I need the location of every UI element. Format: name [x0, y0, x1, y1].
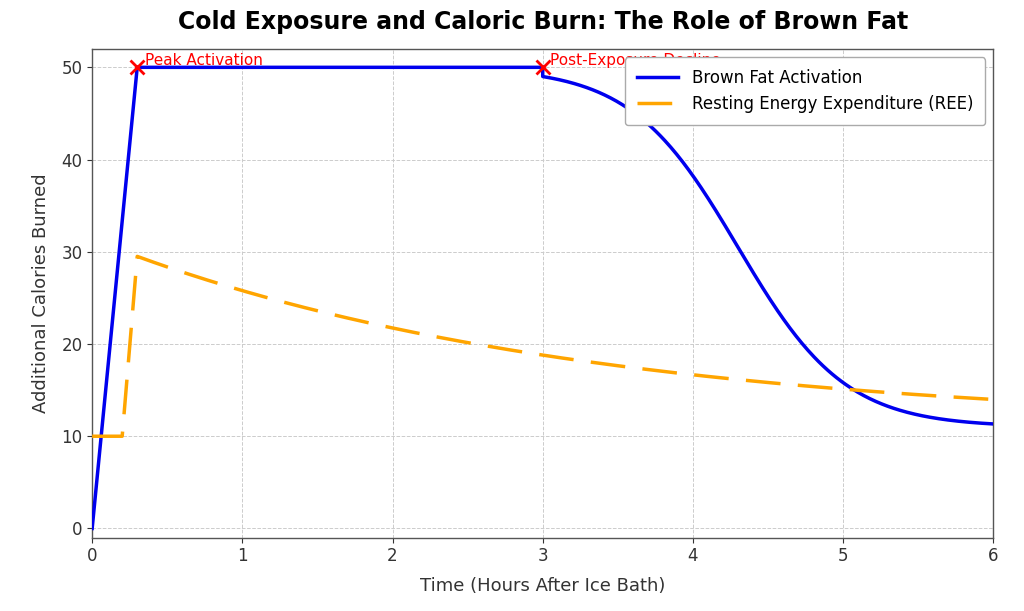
Title: Cold Exposure and Caloric Burn: The Role of Brown Fat: Cold Exposure and Caloric Burn: The Role…	[177, 10, 908, 34]
Resting Energy Expenditure (REE)	[374, 321, 386, 329]
Resting Energy Expenditure (REE)	[131, 253, 143, 260]
Resting Energy Expenditure (REE)	[139, 256, 152, 263]
Resting Energy Expenditure (REE)	[184, 271, 197, 279]
Brown Fat Activation	[93, 455, 105, 462]
X-axis label: Time (Hours After Ice Bath): Time (Hours After Ice Bath)	[420, 577, 666, 595]
Brown Fat Activation	[86, 525, 98, 532]
Brown Fat Activation	[516, 64, 528, 71]
Y-axis label: Additional Calories Burned: Additional Calories Burned	[32, 174, 50, 413]
Resting Energy Expenditure (REE)	[86, 433, 98, 440]
Brown Fat Activation	[856, 391, 868, 398]
Text: Peak Activation: Peak Activation	[144, 53, 262, 68]
Line: Resting Energy Expenditure (REE): Resting Energy Expenditure (REE)	[92, 257, 993, 436]
Text: Post-Exposure Decline: Post-Exposure Decline	[550, 53, 721, 68]
Brown Fat Activation	[669, 149, 681, 156]
Resting Energy Expenditure (REE)	[923, 392, 935, 399]
Brown Fat Activation	[131, 64, 143, 71]
Line: Brown Fat Activation: Brown Fat Activation	[92, 67, 993, 529]
Resting Energy Expenditure (REE)	[380, 323, 392, 331]
Resting Energy Expenditure (REE)	[873, 388, 886, 395]
Brown Fat Activation	[874, 400, 887, 407]
Brown Fat Activation	[987, 420, 999, 428]
Legend: Brown Fat Activation, Resting Energy Expenditure (REE): Brown Fat Activation, Resting Energy Exp…	[625, 57, 985, 125]
Resting Energy Expenditure (REE)	[987, 396, 999, 403]
Brown Fat Activation	[882, 403, 894, 410]
